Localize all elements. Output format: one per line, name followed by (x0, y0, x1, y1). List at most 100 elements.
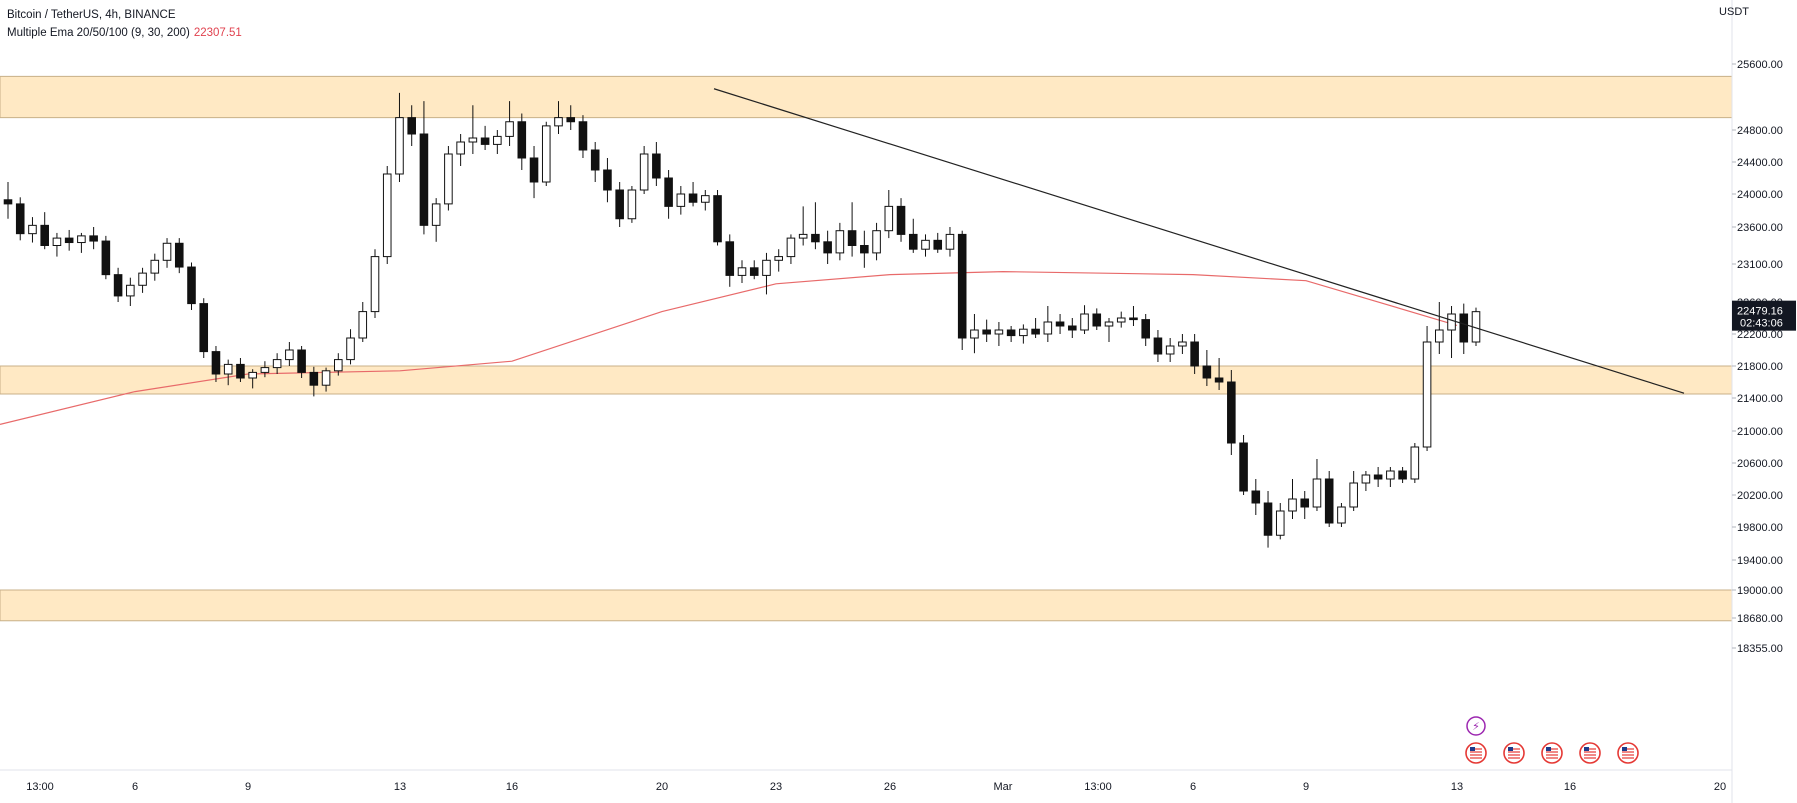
candle[interactable] (248, 369, 257, 389)
candle[interactable] (505, 101, 514, 146)
candle[interactable] (468, 105, 478, 154)
candle[interactable] (884, 190, 894, 239)
candle[interactable] (1092, 308, 1102, 330)
candle[interactable] (395, 92, 404, 182)
candle[interactable] (407, 105, 416, 146)
candle[interactable] (945, 227, 955, 257)
candle[interactable] (786, 234, 796, 264)
candle[interactable] (1019, 324, 1028, 344)
candle[interactable] (725, 234, 735, 287)
candle[interactable] (1410, 443, 1420, 483)
candle[interactable] (15, 197, 25, 241)
candle[interactable] (419, 101, 429, 235)
candle[interactable] (798, 206, 808, 246)
candle[interactable] (554, 101, 563, 134)
candle[interactable] (493, 130, 502, 154)
us-flag-event-icon[interactable] (1465, 742, 1487, 764)
candle[interactable] (664, 170, 673, 219)
candle[interactable] (187, 262, 196, 310)
event-bolt-icon[interactable] (1466, 716, 1486, 736)
candle[interactable] (590, 142, 600, 182)
candle[interactable] (908, 218, 918, 253)
candle[interactable] (370, 249, 380, 318)
candle[interactable] (1031, 318, 1040, 338)
us-flag-event-icon[interactable] (1503, 742, 1525, 764)
zone-2[interactable] (0, 589, 1733, 622)
candle[interactable] (1398, 467, 1407, 483)
candle[interactable] (529, 146, 539, 199)
zone-0[interactable] (0, 75, 1733, 119)
candle[interactable] (101, 235, 111, 280)
candle[interactable] (444, 146, 453, 211)
candle[interactable] (1422, 326, 1432, 451)
candle[interactable] (431, 198, 441, 242)
candle[interactable] (1373, 467, 1383, 487)
candle[interactable] (1349, 471, 1358, 511)
candle[interactable] (1251, 479, 1261, 515)
candle[interactable] (603, 158, 612, 203)
candle[interactable] (1129, 306, 1138, 326)
candle[interactable] (823, 230, 832, 264)
candle[interactable] (1006, 326, 1016, 342)
candle[interactable] (774, 249, 783, 272)
candle[interactable] (762, 252, 771, 295)
candle[interactable] (1435, 302, 1444, 354)
candle[interactable] (297, 346, 306, 378)
candle[interactable] (1068, 318, 1077, 338)
candle[interactable] (28, 217, 37, 243)
candle[interactable] (1202, 350, 1212, 386)
candle[interactable] (652, 142, 661, 186)
candle[interactable] (676, 186, 686, 215)
candle[interactable] (1080, 305, 1089, 334)
candle[interactable] (737, 260, 747, 283)
candle[interactable] (211, 346, 221, 382)
symbol-title[interactable]: Bitcoin / TetherUS, 4h, BINANCE (7, 9, 176, 21)
candle[interactable] (1227, 370, 1236, 455)
candle[interactable] (199, 298, 209, 358)
candle[interactable] (847, 202, 857, 257)
zone-1[interactable] (0, 365, 1733, 395)
candle[interactable] (3, 182, 13, 219)
candle[interactable] (236, 358, 245, 382)
candle[interactable] (382, 166, 392, 264)
candle[interactable] (1055, 314, 1065, 334)
candle[interactable] (1275, 503, 1285, 540)
candle[interactable] (957, 230, 967, 350)
candle[interactable] (1324, 471, 1334, 527)
candle[interactable] (174, 238, 184, 274)
candle[interactable] (1459, 303, 1469, 354)
candle[interactable] (150, 253, 160, 281)
candle[interactable] (639, 146, 649, 194)
candle[interactable] (1263, 491, 1273, 548)
candle[interactable] (517, 113, 527, 171)
candle[interactable] (260, 361, 270, 378)
candle[interactable] (1165, 338, 1175, 362)
candle[interactable] (860, 230, 869, 268)
candle[interactable] (309, 366, 319, 397)
candle[interactable] (578, 115, 588, 158)
candle[interactable] (835, 222, 845, 261)
candle[interactable] (346, 329, 355, 365)
candle[interactable] (89, 227, 98, 250)
candle[interactable] (1116, 311, 1126, 328)
candle[interactable] (627, 186, 637, 223)
candle[interactable] (285, 342, 294, 366)
candle[interactable] (358, 302, 368, 342)
candle[interactable] (1141, 314, 1150, 346)
candle[interactable] (77, 232, 86, 253)
candle[interactable] (1361, 471, 1371, 491)
candle[interactable] (1104, 318, 1114, 342)
candle[interactable] (541, 121, 551, 186)
candle[interactable] (64, 229, 74, 251)
candle[interactable] (334, 353, 343, 376)
candle[interactable] (872, 222, 881, 261)
candle[interactable] (1190, 334, 1199, 374)
candle[interactable] (970, 314, 979, 354)
us-flag-event-icon[interactable] (1579, 742, 1601, 764)
candle[interactable] (1447, 306, 1456, 358)
candle[interactable] (896, 198, 906, 242)
candle[interactable] (749, 260, 759, 280)
candle[interactable] (811, 202, 820, 250)
candle[interactable] (1312, 459, 1322, 511)
candle[interactable] (701, 190, 710, 211)
